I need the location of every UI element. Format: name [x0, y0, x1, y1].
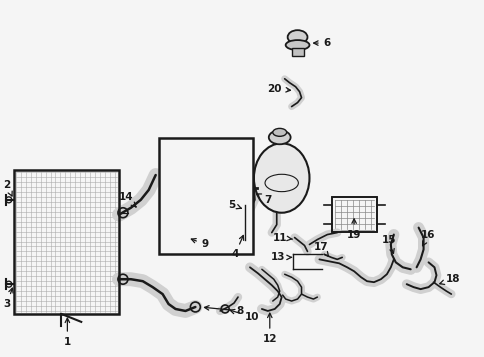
Bar	[158, 138, 252, 255]
Ellipse shape	[268, 130, 290, 144]
Text: 3: 3	[3, 288, 13, 309]
Text: 13: 13	[270, 252, 291, 262]
Bar	[291, 48, 303, 56]
Text: 16: 16	[421, 230, 435, 246]
Text: 7: 7	[256, 194, 271, 205]
Bar	[332, 197, 376, 232]
Ellipse shape	[272, 129, 286, 136]
Text: 19: 19	[346, 219, 361, 240]
Text: 12: 12	[262, 313, 276, 344]
Text: 14: 14	[119, 192, 136, 207]
Text: 8: 8	[204, 306, 243, 316]
Text: 5: 5	[228, 200, 241, 210]
Text: 18: 18	[439, 274, 460, 285]
Text: 9: 9	[191, 238, 209, 250]
Ellipse shape	[254, 143, 309, 213]
Text: 20: 20	[267, 84, 290, 94]
Bar	[332, 197, 376, 232]
Text: 1: 1	[63, 318, 71, 347]
Text: 17: 17	[314, 242, 328, 256]
Text: 4: 4	[231, 235, 243, 260]
Ellipse shape	[285, 40, 309, 50]
Text: 2: 2	[3, 180, 12, 196]
Text: 10: 10	[229, 310, 258, 322]
Text: 6: 6	[313, 38, 330, 48]
Ellipse shape	[287, 30, 307, 44]
Text: 11: 11	[272, 232, 292, 242]
Text: 15: 15	[381, 235, 395, 253]
Bar	[14, 170, 119, 314]
